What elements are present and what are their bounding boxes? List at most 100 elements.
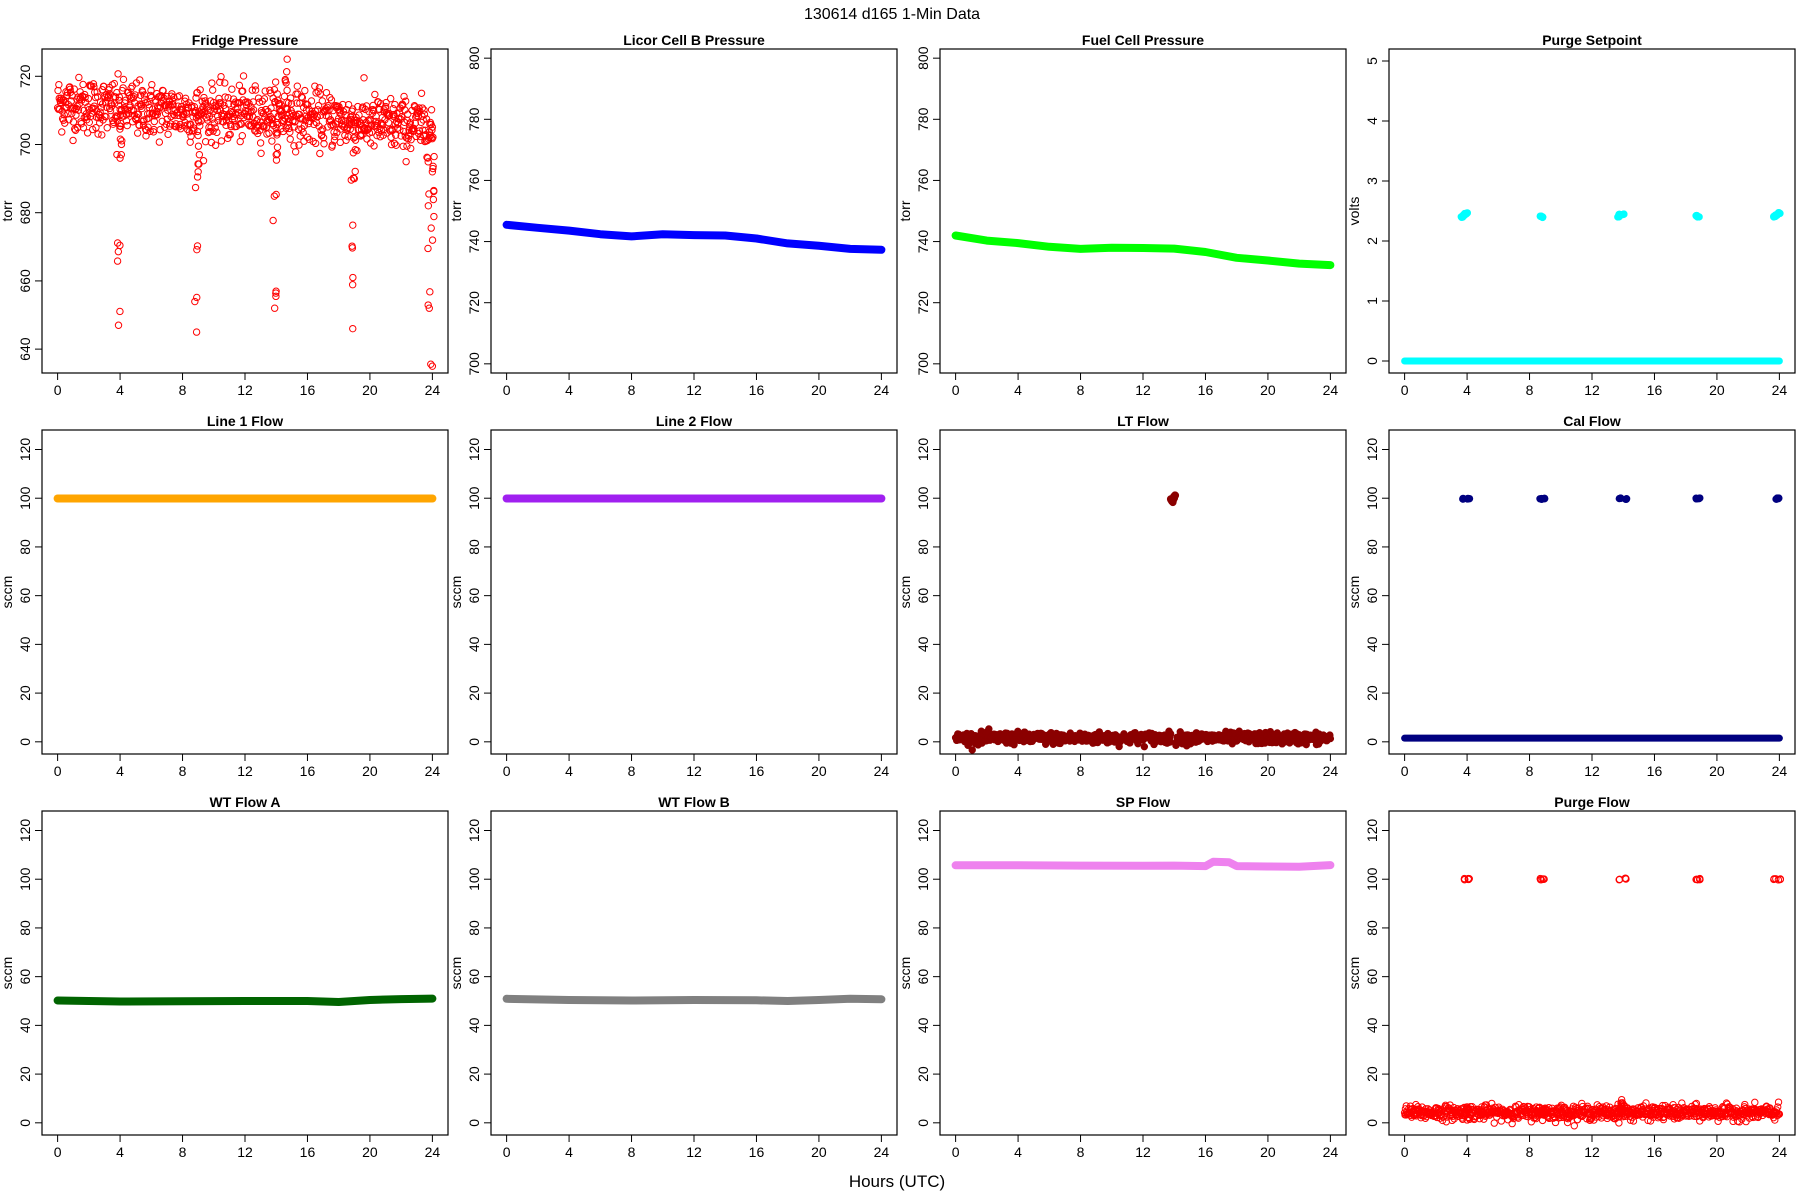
data-point <box>418 104 427 112</box>
excursion-point <box>114 321 123 329</box>
data-point <box>208 86 217 94</box>
y-tick-label: 660 <box>17 269 33 293</box>
cluster-point <box>1539 875 1547 883</box>
excursion-point <box>113 239 122 247</box>
data-point <box>186 138 194 146</box>
y-tick-label: 0 <box>1364 357 1380 365</box>
excursion-point <box>428 236 437 244</box>
y-axis-label: torr <box>0 200 15 221</box>
data-point <box>214 117 222 125</box>
x-tick-label: 4 <box>116 1144 124 1160</box>
data-point <box>1166 738 1174 746</box>
excursion-point <box>284 99 293 107</box>
x-tick-label: 8 <box>1077 382 1085 398</box>
excursion-point <box>194 168 202 176</box>
data-point <box>221 93 229 101</box>
x-tick-label: 20 <box>1260 382 1276 398</box>
data-point <box>325 106 333 114</box>
data-point <box>228 85 236 93</box>
excursion-point <box>116 307 124 316</box>
series-line <box>951 857 1335 871</box>
data-point <box>192 94 200 102</box>
data-point <box>104 91 113 100</box>
data-point <box>198 108 207 117</box>
excursion-point <box>1618 1099 1627 1107</box>
cluster-point <box>1167 496 1175 504</box>
data-layer <box>951 491 1335 754</box>
data-point <box>1751 1098 1759 1107</box>
data-point <box>234 104 242 112</box>
data-point <box>133 129 142 137</box>
y-tick-label: 120 <box>915 438 931 462</box>
x-tick-label: 12 <box>686 763 702 779</box>
figure-x-axis-label: Hours (UTC) <box>849 1172 945 1191</box>
x-tick-label: 20 <box>1260 763 1276 779</box>
data-point <box>203 116 212 124</box>
excursion-point <box>272 151 280 159</box>
plot-frame <box>1388 810 1796 1136</box>
data-point <box>391 131 400 139</box>
data-point <box>318 97 327 105</box>
y-tick-label: 760 <box>915 169 931 193</box>
x-tick-label: 12 <box>237 382 253 398</box>
data-point <box>211 124 219 132</box>
y-tick-label: 720 <box>466 291 482 315</box>
excursion-point <box>349 324 357 333</box>
y-tick-label: 100 <box>915 486 931 510</box>
data-point <box>361 105 369 114</box>
data-point <box>400 92 408 101</box>
y-tick-label: 120 <box>1364 819 1380 843</box>
data-layer <box>1400 874 1785 1130</box>
y-tick-label: 60 <box>17 588 33 604</box>
data-point <box>359 103 367 111</box>
x-tick-label: 20 <box>362 382 378 398</box>
data-layer <box>1401 208 1784 365</box>
data-point <box>248 107 256 116</box>
data-point <box>227 122 235 131</box>
excursion-point <box>283 55 291 63</box>
y-tick-label: 80 <box>17 539 33 555</box>
y-axis-label: sccm <box>1346 957 1362 990</box>
x-tick-label: 0 <box>54 763 62 779</box>
cluster-point <box>1622 875 1630 883</box>
data-point <box>331 132 339 141</box>
x-tick-label: 20 <box>362 1144 378 1160</box>
x-tick-label: 20 <box>811 763 827 779</box>
data-point <box>146 127 154 135</box>
excursion-point <box>282 79 290 87</box>
excursion-point <box>273 120 282 129</box>
series-line <box>502 994 886 1005</box>
plot-frame <box>490 810 898 1136</box>
y-tick-label: 60 <box>915 969 931 985</box>
data-point <box>265 129 273 137</box>
data-point <box>419 116 427 124</box>
y-tick-label: 60 <box>466 969 482 985</box>
panel-title: Purge Setpoint <box>1542 32 1642 48</box>
y-tick-label: 680 <box>17 201 33 225</box>
x-tick-label: 16 <box>1198 382 1214 398</box>
plot-frame <box>939 48 1347 374</box>
x-tick-label: 24 <box>1323 382 1339 398</box>
panel-purge-flow: Purge Flow 0 4 8 12 16 20 24 0 20 40 60 80 100 120 sccm <box>1346 794 1796 1160</box>
x-tick-label: 12 <box>1135 382 1151 398</box>
y-tick-label: 120 <box>466 438 482 462</box>
data-point <box>79 123 88 132</box>
excursion-point <box>349 134 358 142</box>
data-point <box>1775 1110 1784 1118</box>
data-point <box>223 112 231 120</box>
data-point <box>267 104 275 112</box>
excursion-point <box>424 202 433 210</box>
excursion-point <box>272 292 280 301</box>
data-layer <box>1401 494 1783 742</box>
data-point <box>371 117 380 126</box>
excursion-point <box>282 68 291 76</box>
data-point <box>428 126 436 134</box>
data-point <box>134 110 143 118</box>
y-axis-label: torr <box>448 200 464 221</box>
data-point <box>77 120 86 128</box>
data-point <box>224 100 233 108</box>
data-point <box>251 86 260 94</box>
data-point <box>239 96 247 104</box>
cluster-point <box>1775 209 1783 217</box>
data-point <box>370 142 378 150</box>
